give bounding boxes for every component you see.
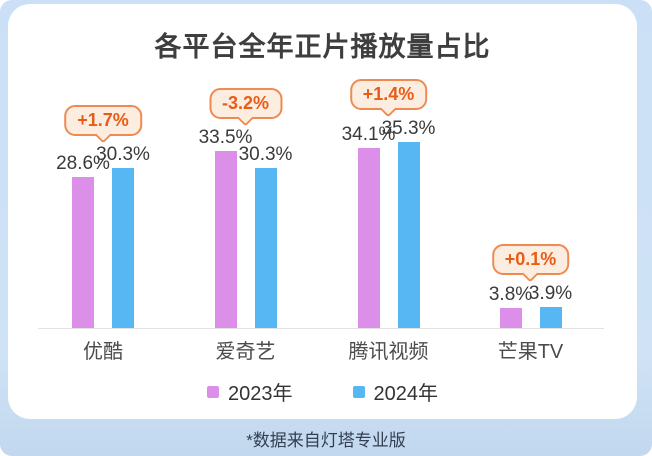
value-label: 34.1% — [341, 124, 396, 145]
value-label: 30.3% — [238, 144, 293, 165]
value-label: 35.3% — [381, 118, 436, 139]
bar-2023年-芒果TV — [499, 308, 522, 328]
legend-swatch — [207, 385, 219, 398]
category-label: 腾讯视频 — [348, 341, 429, 363]
legend-item: 2023年 — [207, 377, 293, 406]
value-label: 33.5% — [198, 127, 253, 148]
category-label: 芒果TV — [497, 341, 564, 363]
bar-2023年-爱奇艺 — [214, 151, 237, 328]
category-label: 优酷 — [83, 341, 123, 363]
bar-2024年-芒果TV — [539, 307, 562, 328]
bar-2024年-腾讯视频 — [397, 142, 420, 328]
bar-2023年-腾讯视频 — [357, 148, 380, 328]
value-label: 3.9% — [528, 283, 573, 304]
chart-card: 各平台全年正片播放量占比 28.6% 30.3% +1.7% 优酷 33.5% 30.3%… — [8, 4, 637, 419]
legend-label: 2023年 — [228, 383, 293, 405]
chart-title: 各平台全年正片播放量占比 — [154, 32, 491, 62]
bar-2024年-优酷 — [112, 168, 134, 328]
legend-item: 2024年 — [352, 377, 439, 406]
legend-swatch — [352, 385, 365, 398]
change-badge: +0.1% — [491, 244, 570, 275]
change-badge: +1.4% — [349, 79, 428, 110]
legend: 2023年 2024年 — [8, 377, 637, 406]
value-label: 30.3% — [96, 144, 150, 165]
bar-2024年-爱奇艺 — [254, 168, 277, 328]
value-label: 28.6% — [56, 153, 110, 174]
category-label: 爱奇艺 — [215, 341, 276, 363]
chart-area: 28.6% 30.3% +1.7% 优酷 33.5% 30.3% -3.2% 爱奇艺 34.1%… — [8, 4, 637, 419]
legend-label: 2024年 — [373, 383, 439, 405]
data-source-note: *数据来自灯塔专业版 — [246, 431, 406, 450]
value-label: 3.8% — [488, 284, 533, 305]
change-badge: +1.7% — [64, 105, 142, 136]
change-badge: -3.2% — [208, 88, 283, 119]
x-axis-baseline — [38, 328, 604, 329]
bar-2023年-优酷 — [72, 177, 94, 328]
